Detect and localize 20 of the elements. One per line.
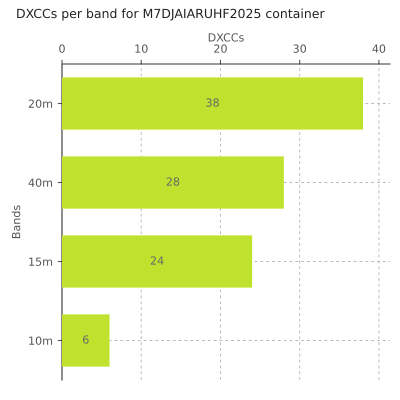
- y-tick-label: 15m: [29, 258, 52, 266]
- x-tick-label: 20: [214, 44, 227, 53]
- bar: [62, 156, 284, 209]
- data-label: 6: [83, 335, 89, 344]
- bar: [62, 235, 252, 288]
- data-label: 38: [206, 98, 219, 107]
- x-tick-label: 30: [293, 44, 306, 53]
- y-tick-label: 20m: [28, 99, 52, 108]
- bar: [62, 77, 364, 130]
- y-axis-title: Bands: [12, 205, 20, 238]
- chart-title: DXCCs per band for M7DJAIARUHF2025 container: [17, 8, 325, 21]
- data-label: 28: [166, 177, 180, 186]
- x-tick-label: 10: [135, 44, 148, 53]
- x-tick-label: 40: [372, 44, 386, 53]
- x-axis-title: DXCCs: [208, 33, 244, 42]
- data-label: 24: [150, 256, 164, 265]
- x-tick-label: 0: [59, 44, 65, 53]
- bar: [62, 314, 110, 367]
- y-tick-label: 40m: [28, 178, 52, 187]
- y-tick-label: 10m: [29, 336, 52, 345]
